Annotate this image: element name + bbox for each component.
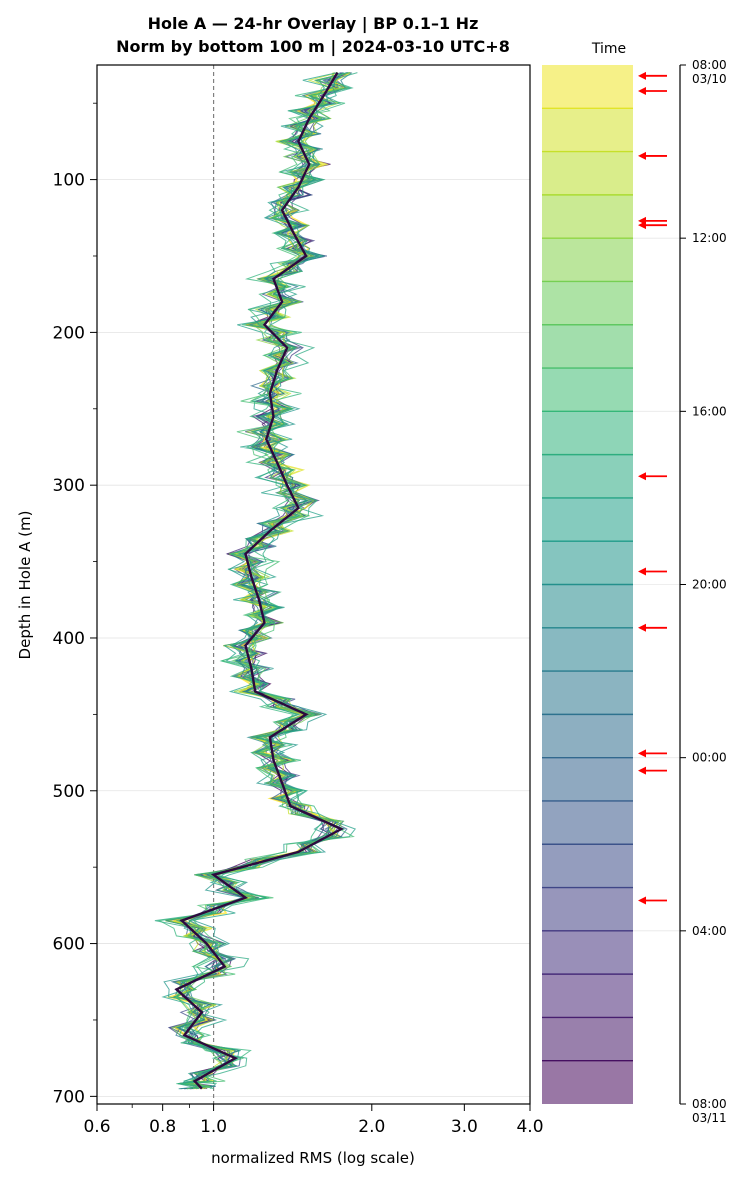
y-tick-label-2: 300 <box>53 476 85 496</box>
x-tick-label-1: 0.8 <box>149 1117 176 1137</box>
highlight-arrow-9 <box>638 766 667 775</box>
y-tick-label-5: 600 <box>53 935 85 955</box>
highlight-arrow-0 <box>638 71 667 80</box>
trace-median <box>174 71 345 1090</box>
time-tick-label-2: 16:00 <box>692 404 727 418</box>
time-band-18 <box>542 844 633 888</box>
time-band-17 <box>542 800 633 845</box>
time-band-10 <box>542 497 633 542</box>
time-tick-date-6: 03/11 <box>692 1111 727 1125</box>
x-axis-label: normalized RMS (log scale) <box>211 1149 415 1167</box>
time-band-15 <box>542 714 633 758</box>
y-tick-label-0: 100 <box>53 171 85 191</box>
time-band-0 <box>542 65 633 109</box>
time-band-3 <box>542 194 633 239</box>
x-tick-label-5: 4.0 <box>516 1117 543 1137</box>
chart-title: Hole A — 24-hr Overlay | BP 0.1–1 Hz <box>148 14 479 34</box>
chart-subtitle: Norm by bottom 100 m | 2024-03-10 UTC+8 <box>116 37 510 57</box>
x-axis-ticks: 0.6 0.8 1.0 2.0 3.0 4.0 <box>83 1104 544 1137</box>
plot-frame <box>96 64 531 1105</box>
time-band-5 <box>542 281 633 325</box>
highlight-arrow-1 <box>638 86 667 95</box>
highlight-arrow-6 <box>638 567 667 576</box>
y-axis-label: Depth in Hole A (m) <box>16 511 34 660</box>
y-tick-label-6: 700 <box>53 1087 85 1107</box>
time-tick-label-0: 08:00 <box>692 58 727 72</box>
time-band-7 <box>542 368 633 412</box>
time-band-13 <box>542 627 633 672</box>
time-tick-label-5: 04:00 <box>692 924 727 938</box>
time-band-19 <box>542 887 633 931</box>
trace-2 <box>165 71 351 1090</box>
highlight-arrow-10 <box>638 896 667 905</box>
time-band-8 <box>542 411 633 455</box>
time-band-1 <box>542 108 633 152</box>
time-tick-label-6: 08:00 <box>692 1097 727 1111</box>
trace-17 <box>175 72 348 1090</box>
gridlines <box>97 179 530 1097</box>
time-tick-label-3: 20:00 <box>692 578 727 592</box>
highlight-arrow-2 <box>638 151 667 160</box>
time-band-22 <box>542 1017 633 1061</box>
y-tick-label-4: 500 <box>53 782 85 802</box>
x-tick-label-2: 1.0 <box>200 1117 227 1137</box>
y-axis-ticks: 100 200 300 400 500 600 700 <box>53 102 97 1107</box>
time-tick-label-1: 12:00 <box>692 231 727 245</box>
time-band-16 <box>542 757 633 801</box>
time-axis-ticks: 08:0003/1012:0016:0020:0000:0004:0008:00… <box>680 58 727 1125</box>
highlight-arrow-7 <box>638 623 667 632</box>
time-band-2 <box>542 151 633 195</box>
highlight-arrow-5 <box>638 472 667 481</box>
x-tick-label-3: 2.0 <box>358 1117 385 1137</box>
time-band-4 <box>542 238 633 282</box>
y-tick-label-3: 400 <box>53 629 85 649</box>
highlight-arrow-8 <box>638 749 667 758</box>
time-band-9 <box>542 454 633 498</box>
x-tick-label-0: 0.6 <box>83 1117 110 1137</box>
time-band-6 <box>542 324 633 369</box>
time-band-11 <box>542 541 633 585</box>
highlight-arrow-4 <box>638 221 667 230</box>
trace-22 <box>175 72 350 1090</box>
x-tick-label-4: 3.0 <box>451 1117 478 1137</box>
time-tick-date-0: 03/10 <box>692 72 727 86</box>
highlight-arrows <box>638 71 667 905</box>
y-tick-label-1: 200 <box>53 323 85 343</box>
trace-15 <box>175 72 343 1090</box>
time-band-14 <box>542 671 633 715</box>
trace-8 <box>176 72 355 1089</box>
time-band-23 <box>542 1060 633 1104</box>
time-axis-label: Time <box>591 41 626 57</box>
time-color-bands <box>542 65 680 1104</box>
time-band-21 <box>542 974 633 1018</box>
trace-group <box>154 71 358 1090</box>
time-band-20 <box>542 930 633 975</box>
time-tick-label-4: 00:00 <box>692 751 727 765</box>
time-band-12 <box>542 584 633 628</box>
